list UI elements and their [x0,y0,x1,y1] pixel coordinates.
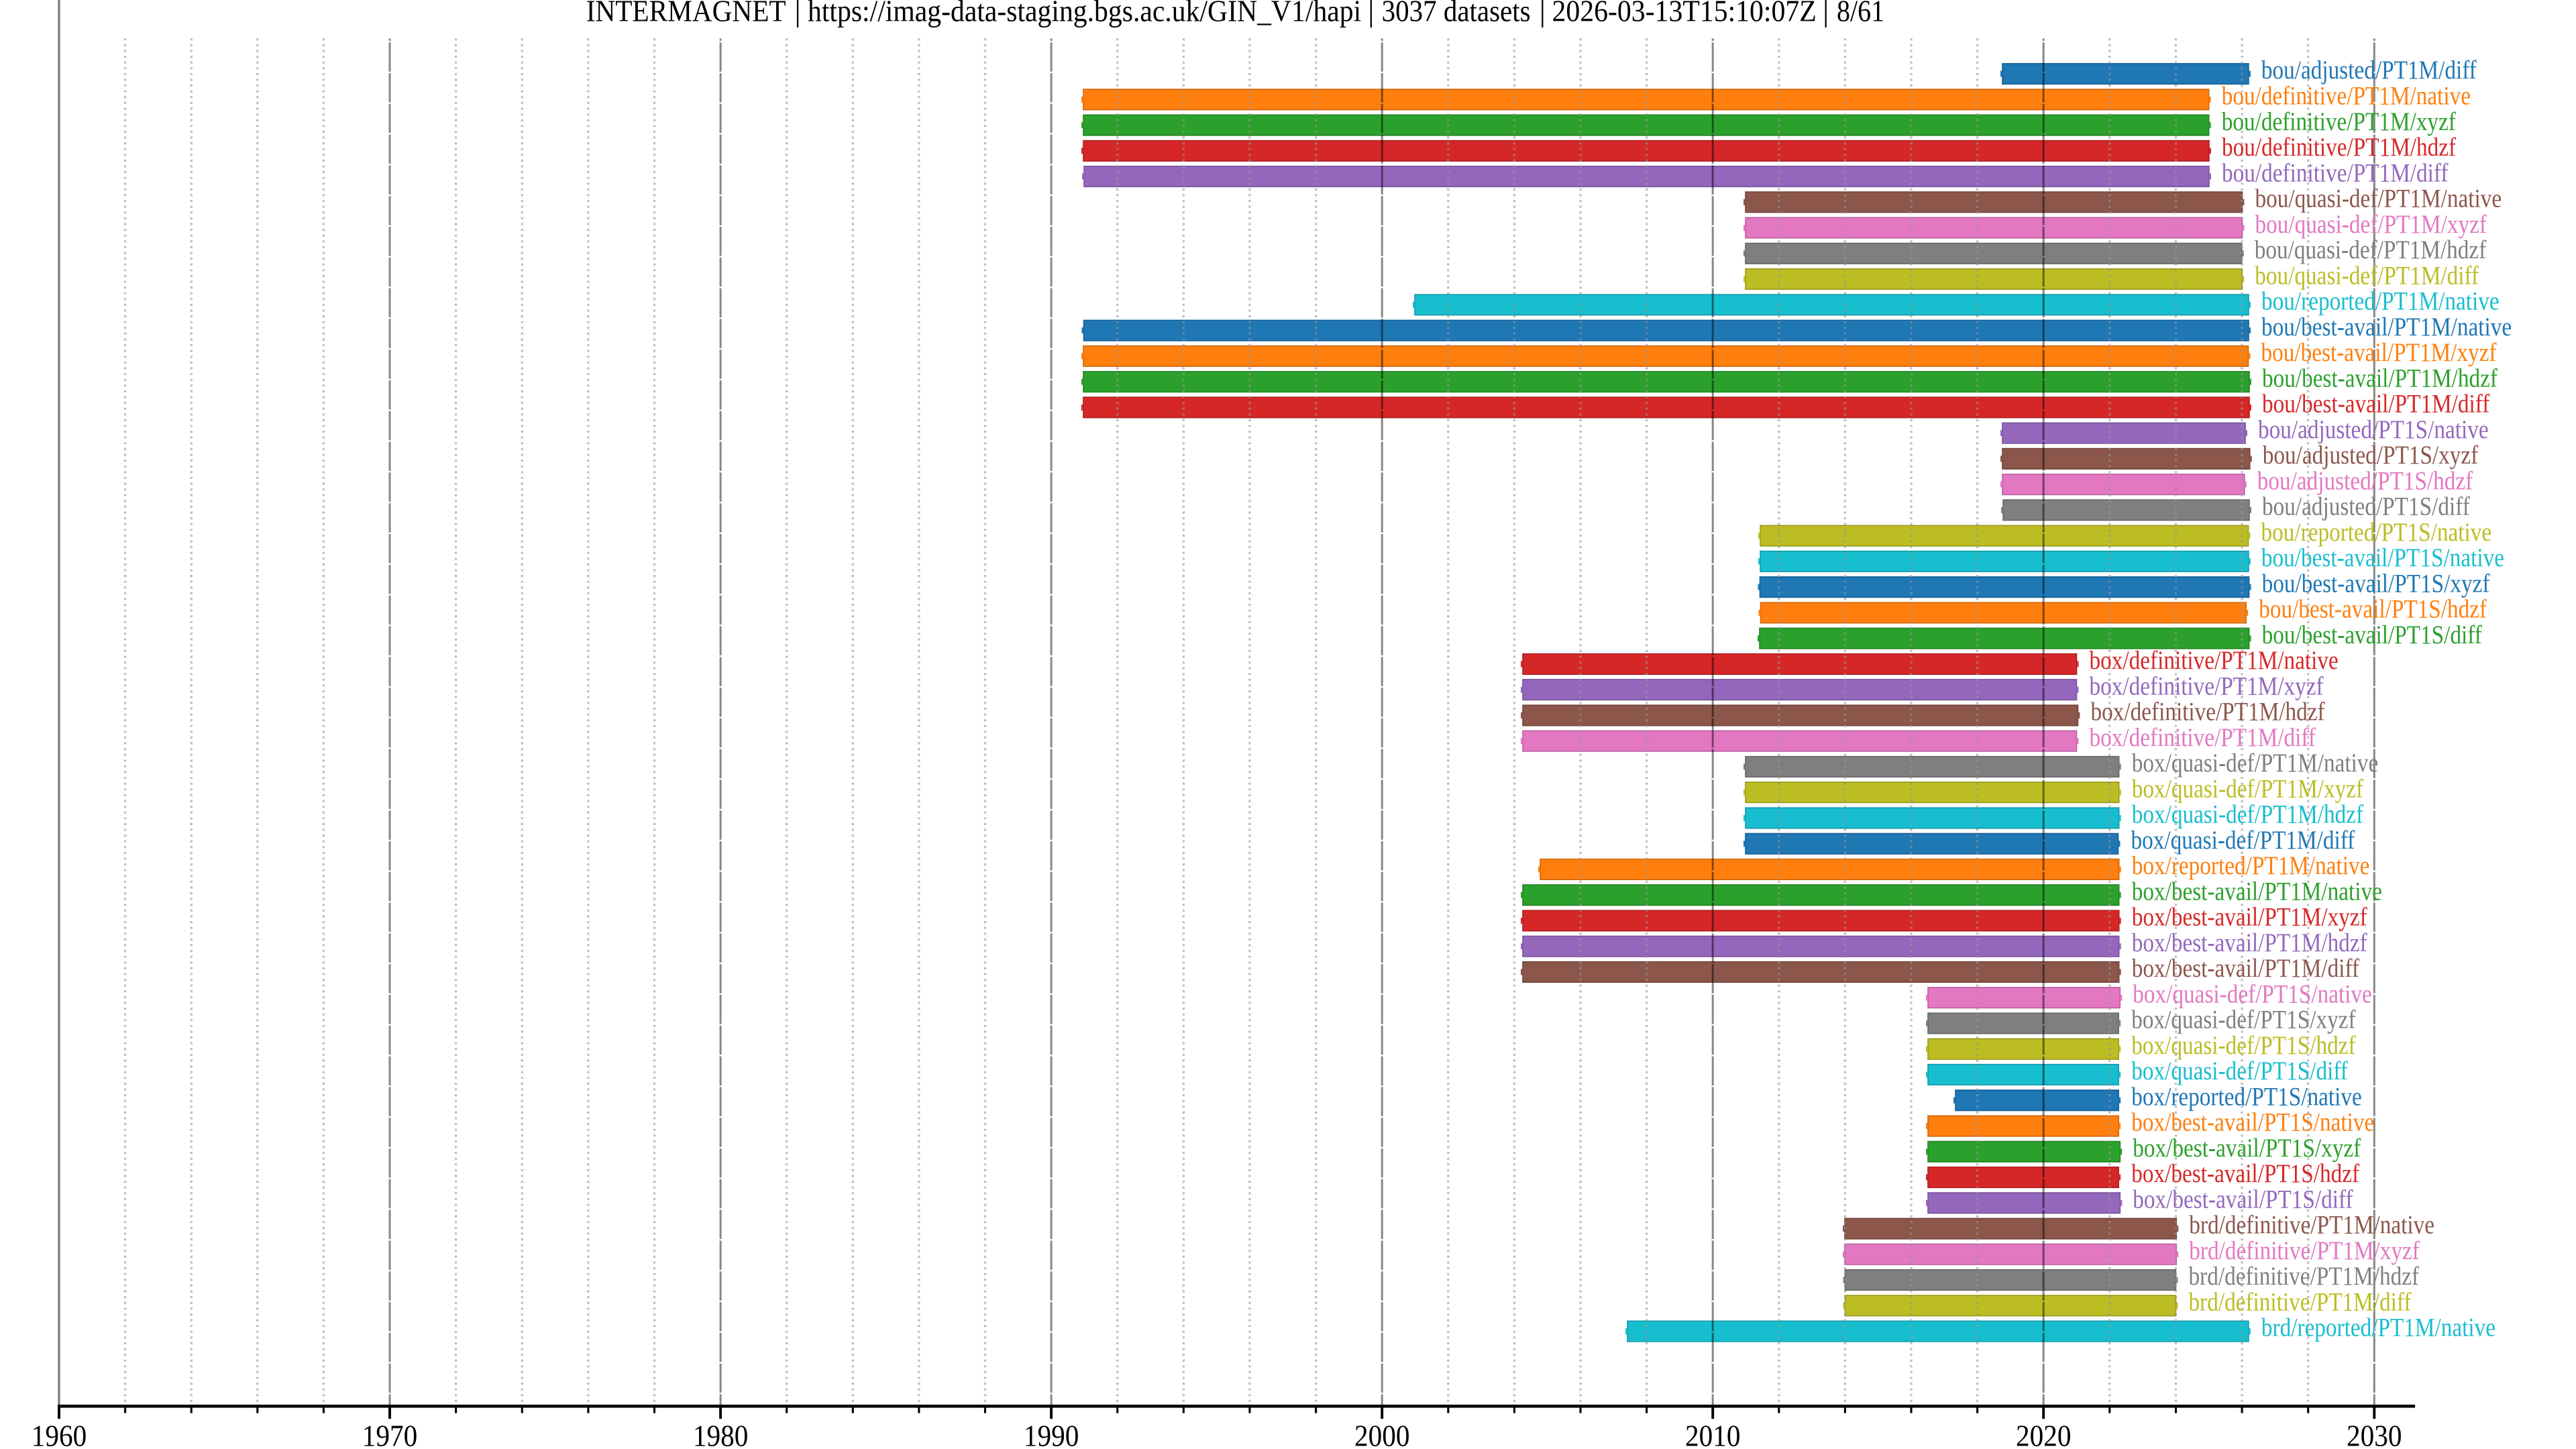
svg-text:bou/best-avail/PT1M/native: bou/best-avail/PT1M/native [2261,313,2512,341]
svg-text:bou/quasi-def/PT1M/hdzf: bou/quasi-def/PT1M/hdzf [2255,235,2486,264]
svg-text:box/quasi-def/PT1S/diff: box/quasi-def/PT1S/diff [2131,1057,2348,1085]
svg-text:bou/best-avail/PT1S/hdzf: bou/best-avail/PT1S/hdzf [2259,594,2487,623]
svg-text:box/definitive/PT1M/diff: box/definitive/PT1M/diff [2090,723,2316,752]
svg-text:|: | [795,0,801,28]
svg-text:bou/best-avail/PT1M/hdzf: bou/best-avail/PT1M/hdzf [2262,364,2498,392]
svg-text:box/best-avail/PT1M/diff: box/best-avail/PT1M/diff [2132,954,2359,983]
svg-text:box/reported/PT1M/native: box/reported/PT1M/native [2132,851,2370,880]
svg-text:INTERMAGNET: INTERMAGNET [586,0,786,28]
svg-text:|: | [1823,0,1829,28]
svg-text:bou/definitive/PT1M/diff: bou/definitive/PT1M/diff [2222,158,2448,187]
svg-text:bou/adjusted/PT1S/hdzf: bou/adjusted/PT1S/hdzf [2257,466,2473,495]
svg-text:|: | [1368,0,1374,28]
svg-text:box/best-avail/PT1S/native: box/best-avail/PT1S/native [2131,1108,2374,1136]
svg-text:bou/best-avail/PT1S/native: bou/best-avail/PT1S/native [2261,543,2504,572]
svg-text:bou/quasi-def/PT1M/xyzf: bou/quasi-def/PT1M/xyzf [2255,210,2487,239]
svg-text:bou/best-avail/PT1S/diff: bou/best-avail/PT1S/diff [2262,621,2482,649]
svg-text:bou/best-avail/PT1M/xyzf: bou/best-avail/PT1M/xyzf [2261,338,2497,367]
svg-text:1980: 1980 [693,1419,748,1449]
svg-text:box/quasi-def/PT1S/hdzf: box/quasi-def/PT1S/hdzf [2131,1031,2355,1060]
svg-text:box/best-avail/PT1M/xyzf: box/best-avail/PT1M/xyzf [2132,902,2367,931]
svg-text:box/best-avail/PT1M/native: box/best-avail/PT1M/native [2132,877,2382,906]
svg-text:1990: 1990 [1024,1419,1079,1449]
svg-text:1970: 1970 [362,1419,417,1449]
svg-text:box/best-avail/PT1S/diff: box/best-avail/PT1S/diff [2133,1185,2353,1214]
svg-text:2010: 2010 [1685,1419,1740,1449]
svg-text:bou/best-avail/PT1M/diff: bou/best-avail/PT1M/diff [2262,389,2489,418]
svg-text:bou/best-avail/PT1S/xyzf: bou/best-avail/PT1S/xyzf [2262,569,2490,598]
svg-text:box/best-avail/PT1S/hdzf: box/best-avail/PT1S/hdzf [2131,1159,2359,1188]
svg-text:box/best-avail/PT1M/hdzf: box/best-avail/PT1M/hdzf [2132,928,2367,957]
svg-text:8/61: 8/61 [1837,0,1884,28]
svg-text:bou/adjusted/PT1S/diff: bou/adjusted/PT1S/diff [2262,492,2470,521]
svg-text:brd/definitive/PT1M/hdzf: brd/definitive/PT1M/hdzf [2189,1262,2420,1291]
svg-text:bou/adjusted/PT1S/xyzf: bou/adjusted/PT1S/xyzf [2263,441,2478,470]
svg-text:2000: 2000 [1354,1419,1409,1449]
svg-text:https://imag-data-staging.bgs.: https://imag-data-staging.bgs.ac.uk/GIN_… [808,0,1361,28]
svg-text:bou/definitive/PT1M/xyzf: bou/definitive/PT1M/xyzf [2222,107,2456,136]
svg-text:box/quasi-def/PT1M/diff: box/quasi-def/PT1M/diff [2131,826,2355,855]
svg-text:brd/reported/PT1M/native: brd/reported/PT1M/native [2261,1313,2496,1342]
svg-text:bou/quasi-def/PT1M/native: bou/quasi-def/PT1M/native [2255,184,2502,213]
svg-text:bou/definitive/PT1M/hdzf: bou/definitive/PT1M/hdzf [2222,133,2456,162]
svg-text:brd/definitive/PT1M/diff: brd/definitive/PT1M/diff [2189,1287,2412,1316]
svg-text:|: | [1540,0,1546,28]
svg-text:box/quasi-def/PT1S/xyzf: box/quasi-def/PT1S/xyzf [2131,1005,2355,1034]
svg-text:brd/definitive/PT1M/native: brd/definitive/PT1M/native [2189,1210,2434,1239]
svg-text:2030: 2030 [2347,1419,2402,1449]
svg-text:bou/adjusted/PT1M/diff: bou/adjusted/PT1M/diff [2261,56,2477,85]
svg-text:box/quasi-def/PT1M/native: box/quasi-def/PT1M/native [2132,749,2379,777]
svg-text:1960: 1960 [32,1419,87,1449]
svg-text:box/definitive/PT1M/xyzf: box/definitive/PT1M/xyzf [2090,672,2324,700]
svg-text:box/definitive/PT1M/hdzf: box/definitive/PT1M/hdzf [2091,697,2325,726]
svg-text:bou/reported/PT1S/native: bou/reported/PT1S/native [2261,518,2492,547]
svg-text:bou/reported/PT1M/native: bou/reported/PT1M/native [2261,286,2500,315]
svg-text:2020: 2020 [2016,1419,2071,1449]
svg-text:bou/adjusted/PT1S/native: bou/adjusted/PT1S/native [2258,415,2489,444]
svg-text:brd/definitive/PT1M/xyzf: brd/definitive/PT1M/xyzf [2189,1236,2420,1265]
svg-text:box/quasi-def/PT1S/native: box/quasi-def/PT1S/native [2133,979,2372,1008]
svg-text:box/definitive/PT1M/native: box/definitive/PT1M/native [2090,646,2339,675]
svg-text:bou/definitive/PT1M/native: bou/definitive/PT1M/native [2222,81,2471,110]
svg-text:2026-03-13T15:10:07Z: 2026-03-13T15:10:07Z [1552,0,1817,28]
svg-text:box/quasi-def/PT1M/xyzf: box/quasi-def/PT1M/xyzf [2132,774,2363,803]
svg-text:3037 datasets: 3037 datasets [1382,0,1531,28]
svg-text:box/reported/PT1S/native: box/reported/PT1S/native [2131,1082,2362,1111]
svg-text:box/quasi-def/PT1M/hdzf: box/quasi-def/PT1M/hdzf [2132,800,2363,828]
svg-text:box/best-avail/PT1S/xyzf: box/best-avail/PT1S/xyzf [2133,1134,2361,1163]
svg-text:bou/quasi-def/PT1M/diff: bou/quasi-def/PT1M/diff [2255,261,2479,290]
